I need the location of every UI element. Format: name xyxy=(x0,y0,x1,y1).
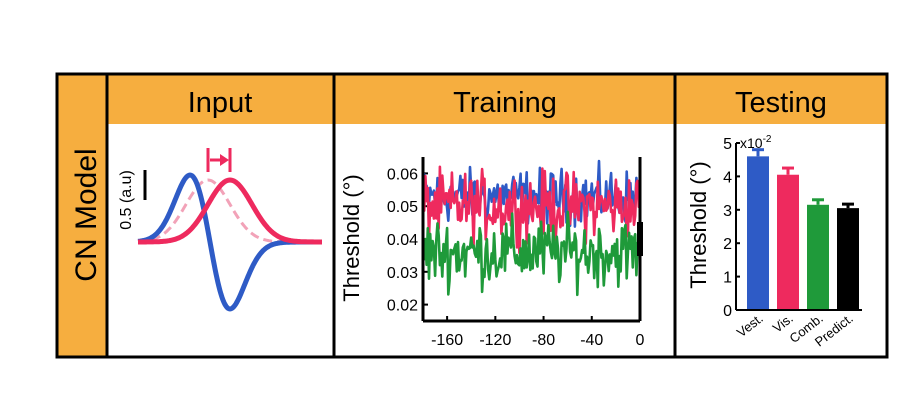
testing-ytick-label: 2 xyxy=(723,236,732,253)
training-y-axis: 0.02 0.03 0.04 0.05 0.06 xyxy=(387,166,428,315)
training-ytick-label: 0.03 xyxy=(387,265,418,282)
training-xtick-label: 0 xyxy=(636,332,645,349)
training-ytick-label: 0.06 xyxy=(387,166,418,183)
training-xtick-label: -80 xyxy=(532,332,555,349)
training-ylabel: Threshold (°) xyxy=(339,174,364,301)
input-shift-marker xyxy=(206,148,232,172)
input-scale-label: 0.5 (a.u) xyxy=(118,170,135,230)
input-visual-faded-line xyxy=(137,178,322,244)
testing-bar-predict xyxy=(837,208,859,310)
training-xtick-label: -40 xyxy=(580,332,603,349)
testing-title: Testing xyxy=(735,87,827,119)
input-visual-line xyxy=(138,177,322,245)
outer-border xyxy=(55,72,889,359)
testing-bar-vis xyxy=(777,174,799,310)
training-ytick-label: 0.05 xyxy=(387,199,418,216)
input-header xyxy=(107,74,334,124)
training-header xyxy=(334,74,675,124)
testing-y-axis: 0 1 2 3 4 5 xyxy=(723,136,740,320)
testing-ytick-label: 4 xyxy=(723,169,732,186)
training-panel: Threshold (°) 0.020.030.040.050.06 -160-… xyxy=(339,157,645,349)
testing-ytick-label: 3 xyxy=(723,203,732,220)
testing-bars xyxy=(747,148,859,310)
testing-bar-vest xyxy=(747,156,769,310)
row-label-background xyxy=(57,74,107,357)
testing-ytick-label: 5 xyxy=(723,136,732,153)
training-line-vis xyxy=(421,165,642,255)
testing-ylabel: Threshold (°) xyxy=(686,161,711,288)
training-title: Training xyxy=(453,87,557,119)
training-xtick-label: -120 xyxy=(479,332,511,349)
testing-panel: Threshold (°) x10-2 0 1 2 3 4 5 Vest. Vis.Comb… xyxy=(686,134,862,350)
training-series xyxy=(421,159,642,297)
testing-ytick-label: 1 xyxy=(723,270,732,287)
testing-scale-label: x10-2 xyxy=(740,134,772,151)
input-title: Input xyxy=(188,87,253,119)
arrow-right-icon xyxy=(220,154,229,166)
training-xtick-label: -160 xyxy=(431,332,463,349)
testing-xtick-label: Vest. xyxy=(734,311,766,341)
training-line-comb xyxy=(422,210,642,297)
testing-x-axis: Vest. Vis.Comb.Predict. xyxy=(734,311,856,350)
row-label: CN Model xyxy=(70,148,103,281)
training-x-axis: -160 -120 -80 -40 0 xyxy=(431,316,645,349)
testing-ytick-label: 0 xyxy=(723,303,732,320)
testing-bar-comb xyxy=(807,204,829,310)
testing-header xyxy=(675,74,887,124)
training-ytick-label: 0.02 xyxy=(387,298,418,315)
training-ytick-label: 0.04 xyxy=(387,232,418,249)
input-panel: 0.5 (a.u) xyxy=(118,148,322,312)
